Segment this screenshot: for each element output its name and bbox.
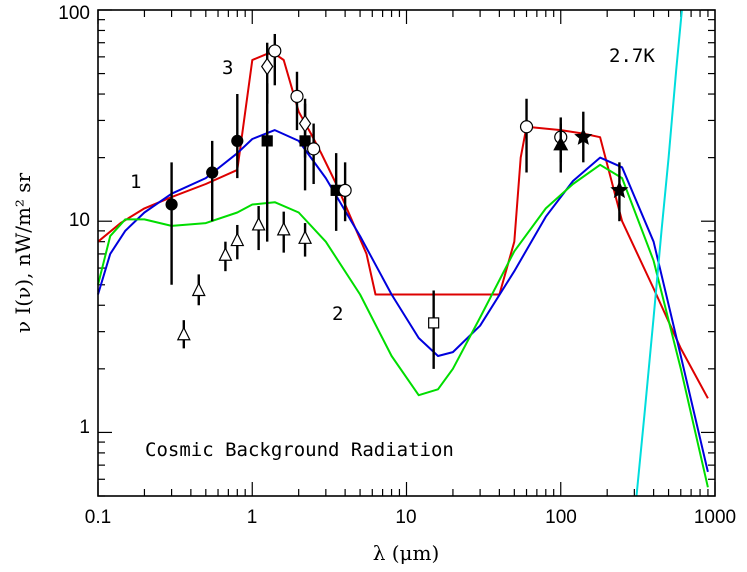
data-point-triangle-open [230,224,245,260]
chart-title: Cosmic Background Radiation [145,439,454,461]
series-layer [97,9,709,497]
data-point-star-filled [574,111,593,163]
axis-ticks [97,9,716,497]
data-point-square-filled [261,83,273,242]
data-point-triangle-filled [553,123,569,173]
curve-label-3: 3 [222,57,233,79]
plot-frame [97,9,716,497]
curve-label-1: 1 [130,171,141,193]
data-point-circle-open [338,162,352,222]
x-axis-label: λ (μm) [373,541,440,565]
data-point-circle-filled [231,94,244,179]
x-tick-label: 1 [247,507,258,528]
curve-label-2: 2 [332,303,343,325]
x-tick-label: 1000 [694,507,736,528]
y-axis-label: ν I(ν), nW/m² sr [11,172,35,333]
data-point-triangle-open [276,211,291,253]
x-tick-label: 100 [545,507,577,528]
series-line-2-7K [635,9,683,497]
data-point-circle-open [307,123,321,185]
data-point-diamond-open [260,42,274,104]
series-line-3 [97,52,709,399]
data-point-triangle-open [298,223,313,257]
y-tick-label: 1 [79,417,90,438]
y-tick-label: 10 [69,210,90,231]
data-point-triangle-open [251,206,266,251]
x-tick-label: 0.1 [85,507,111,528]
data-point-circle-filled [165,162,178,285]
data-point-triangle-open [176,320,191,349]
data-point-circle-open [268,33,282,86]
data-point-circle-filled [206,140,219,222]
x-tick-label: 10 [395,507,416,528]
data-point-star-filled [610,162,629,222]
y-tick-label: 100 [58,3,90,24]
data-point-circle-open [519,98,534,173]
data-point-triangle-open [191,274,206,306]
series-line-1 [97,129,709,473]
data-point-diamond-open [298,103,312,158]
data-point-circle-open [290,71,304,131]
data-point-triangle-open [218,241,233,272]
data-points-layer [165,33,629,369]
data-point-square-open [428,290,440,369]
curve-label-2-7k: 2.7K [609,45,655,67]
